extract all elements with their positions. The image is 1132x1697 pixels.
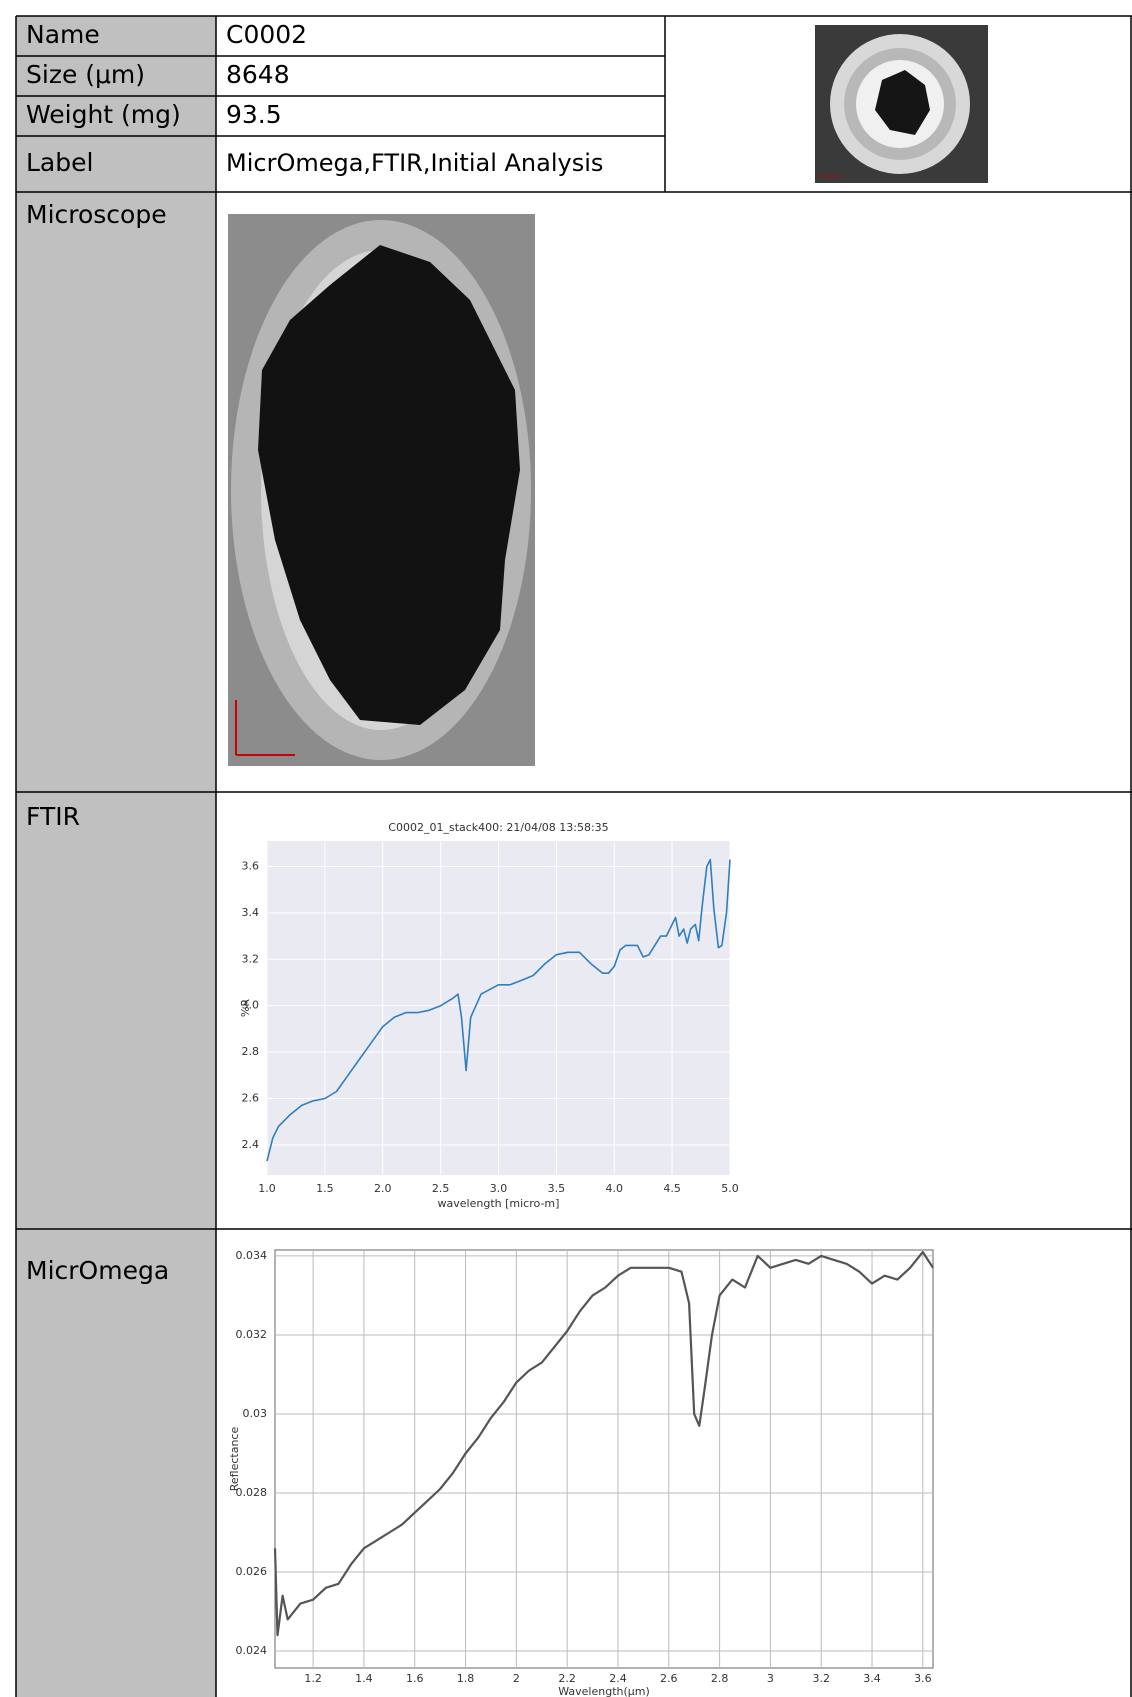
plot-area bbox=[274, 1249, 934, 1669]
row-value: 8648 bbox=[226, 60, 290, 89]
data-line bbox=[273, 1250, 934, 1637]
row-value: 93.5 bbox=[226, 100, 282, 129]
y-tick-label: 0.024 bbox=[236, 1644, 268, 1657]
x-tick-label: 2.8 bbox=[711, 1672, 729, 1685]
x-tick-label: 2 bbox=[513, 1672, 520, 1685]
table-borders bbox=[15, 15, 1132, 1697]
thumbnail-photo bbox=[815, 25, 988, 183]
info-rows: Name C0002 Size (μm) 8648 Weight (mg) 93.5 Lab… bbox=[26, 20, 603, 177]
x-tick-label: 5.0 bbox=[721, 1182, 739, 1195]
y-tick-label: 3.0 bbox=[242, 999, 260, 1012]
row-label: FTIR bbox=[26, 802, 80, 831]
microscope-photo bbox=[228, 214, 535, 766]
x-tick-label: 3.4 bbox=[863, 1672, 881, 1685]
chart-title: C0002_01_stack400: 21/04/08 13:58:35 bbox=[388, 821, 608, 834]
x-axis-label: wavelength [micro-m] bbox=[438, 1197, 560, 1210]
x-tick-label: 2.6 bbox=[660, 1672, 678, 1685]
y-tick-label: 2.4 bbox=[242, 1138, 260, 1151]
x-tick-label: 1.4 bbox=[355, 1672, 373, 1685]
x-tick-label: 2.0 bbox=[374, 1182, 392, 1195]
y-tick-label: 3.4 bbox=[242, 906, 260, 919]
row-label: Label bbox=[26, 148, 93, 177]
x-tick-label: 2.4 bbox=[609, 1672, 627, 1685]
y-tick-label: 0.03 bbox=[243, 1407, 268, 1420]
row-label: Name bbox=[26, 20, 100, 49]
x-tick-label: 1.0 bbox=[258, 1182, 276, 1195]
y-tick-label: 3.2 bbox=[242, 952, 260, 965]
y-tick-label: 2.6 bbox=[242, 1091, 260, 1104]
x-tick-label: 1.2 bbox=[304, 1672, 322, 1685]
row-label: Weight (mg) bbox=[26, 100, 181, 129]
y-axis-label: %R bbox=[239, 999, 252, 1017]
x-tick-label: 3 bbox=[767, 1672, 774, 1685]
y-tick-label: 2.8 bbox=[242, 1045, 260, 1058]
row-label: Microscope bbox=[26, 200, 167, 229]
x-tick-label: 2.2 bbox=[558, 1672, 576, 1685]
y-tick-label: 0.028 bbox=[236, 1486, 268, 1499]
label-column bbox=[16, 16, 216, 1697]
row-value: MicrOmega,FTIR,Initial Analysis bbox=[226, 149, 603, 177]
row-label: MicrOmega bbox=[26, 1256, 169, 1285]
y-tick-label: 3.6 bbox=[242, 860, 260, 873]
x-tick-label: 1.8 bbox=[457, 1672, 475, 1685]
x-tick-label: 3.5 bbox=[548, 1182, 566, 1195]
x-tick-label: 1.5 bbox=[316, 1182, 334, 1195]
row-value: C0002 bbox=[226, 20, 307, 49]
y-tick-label: 0.032 bbox=[236, 1328, 268, 1341]
x-tick-label: 3.2 bbox=[812, 1672, 830, 1685]
x-tick-label: 3.0 bbox=[490, 1182, 508, 1195]
y-axis-label: Reflectance bbox=[228, 1427, 241, 1492]
data-line bbox=[266, 858, 731, 1162]
y-tick-label: 0.026 bbox=[236, 1565, 268, 1578]
x-tick-label: 2.5 bbox=[432, 1182, 450, 1195]
x-axis-label: Wavelength(μm) bbox=[558, 1685, 650, 1697]
row-label: Size (μm) bbox=[26, 60, 145, 89]
x-tick-label: 4.0 bbox=[606, 1182, 624, 1195]
x-tick-label: 1.6 bbox=[406, 1672, 424, 1685]
y-tick-label: 0.034 bbox=[236, 1249, 268, 1262]
x-tick-label: 4.5 bbox=[663, 1182, 681, 1195]
x-tick-label: 3.6 bbox=[914, 1672, 932, 1685]
